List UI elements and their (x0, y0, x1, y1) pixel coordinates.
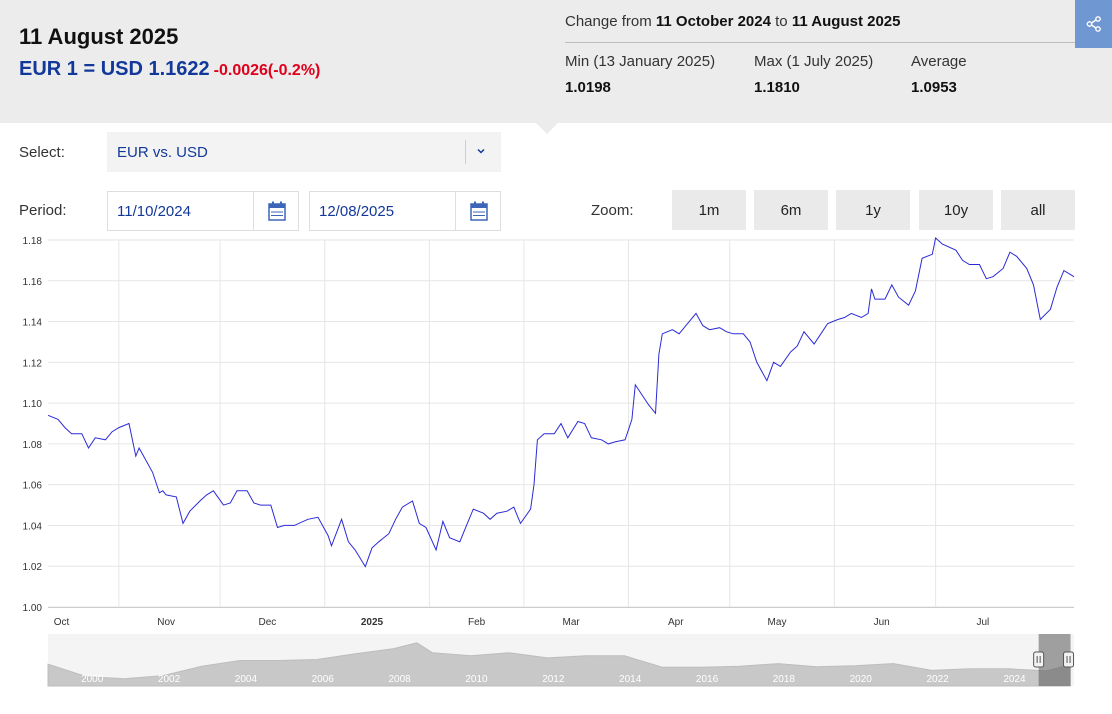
navigator-tick-label: 2008 (388, 674, 411, 685)
zoom-button-1m[interactable]: 1m (672, 190, 746, 230)
navigator-tick-label: 2018 (773, 674, 796, 685)
navigator-tick-label: 2024 (1003, 674, 1026, 685)
stat-average: Average 1.0953 (911, 53, 967, 96)
rate-value: EUR 1 = USD 1.1622 (19, 58, 210, 80)
zoom-button-6m[interactable]: 6m (754, 190, 828, 230)
chevron-down-icon[interactable] (475, 145, 487, 157)
y-tick-label: 1.16 (23, 277, 43, 288)
period-end-input[interactable]: 12/08/2025 (309, 191, 501, 231)
period-label: Period: (19, 202, 67, 219)
range-end: 11 August 2025 (791, 13, 901, 30)
x-tick-label: Dec (258, 617, 276, 628)
currency-pair-value: EUR vs. USD (117, 144, 208, 161)
navigator-tick-label: 2002 (158, 674, 181, 685)
rate-line: EUR 1 = USD 1.1622 -0.0026(-0.2%) (19, 58, 320, 81)
navigator-tick-label: 2006 (312, 674, 335, 685)
y-tick-label: 1.04 (23, 521, 43, 532)
y-tick-label: 1.06 (23, 481, 43, 492)
stat-min-value: 1.0198 (565, 79, 611, 96)
period-start-value: 11/10/2024 (117, 203, 191, 220)
range-mid: to (775, 13, 788, 30)
rate-line-series (47, 237, 1075, 568)
calendar-icon[interactable] (470, 201, 488, 221)
zoom-button-10y[interactable]: 10y (919, 190, 993, 230)
x-axis-ticks: Oct Nov Dec 2025 Feb Mar Apr May Jun Jul (54, 617, 990, 628)
x-tick-label: Nov (157, 617, 175, 628)
zoom-button-1y[interactable]: 1y (836, 190, 910, 230)
y-tick-label: 1.02 (23, 562, 43, 573)
summary-header: 11 August 2025 EUR 1 = USD 1.1622 -0.0026… (0, 0, 1112, 123)
y-axis-ticks: 1.00 1.02 1.04 1.06 1.08 1.10 1.12 1.14 1.16 1.18 (23, 236, 43, 614)
y-tick-label: 1.00 (23, 603, 43, 614)
x-tick-label: Jul (976, 617, 989, 628)
zoom-button-all[interactable]: all (1001, 190, 1075, 230)
stat-average-label: Average (911, 53, 967, 70)
x-tick-label: Jun (874, 617, 890, 628)
period-start-input[interactable]: 11/10/2024 (107, 191, 299, 231)
select-divider (465, 140, 466, 164)
range-summary: Change from 11 October 2024 to 11 August… (565, 13, 901, 30)
date-divider (455, 192, 456, 230)
range-start: 11 October 2024 (655, 13, 771, 30)
y-tick-label: 1.12 (23, 358, 43, 369)
navigator-tick-label: 2016 (696, 674, 719, 685)
y-tick-label: 1.18 (23, 236, 43, 247)
navigator-tick-label: 2010 (465, 674, 488, 685)
navigator-tick-label: 2014 (619, 674, 642, 685)
date-title: 11 August 2025 (19, 24, 179, 49)
x-tick-label: Mar (563, 617, 581, 628)
period-end-value: 12/08/2025 (319, 203, 395, 220)
rate-change: -0.0026(-0.2%) (213, 62, 321, 79)
date-divider (253, 192, 254, 230)
navigator-tick-label: 2020 (850, 674, 873, 685)
navigator-tick-label: 2022 (926, 674, 949, 685)
range-navigator: 2000 2002 2004 2006 2008 2010 2012 2014 2016 2018… (47, 634, 1075, 687)
stat-min-label: Min (13 January 2025) (565, 53, 716, 70)
stat-max: Max (1 July 2025) 1.1810 (754, 53, 873, 96)
y-tick-label: 1.10 (23, 399, 43, 410)
stat-min: Min (13 January 2025) 1.0198 (565, 53, 715, 96)
stat-max-value: 1.1810 (754, 79, 800, 96)
x-tick-label: Feb (468, 617, 486, 628)
x-tick-label: Apr (668, 617, 684, 628)
x-tick-label: Oct (54, 617, 70, 628)
calendar-icon[interactable] (268, 201, 286, 221)
navigator-tick-label: 2004 (235, 674, 258, 685)
navigator-tick-label: 2000 (81, 674, 104, 685)
navigator-series (47, 642, 1071, 687)
y-tick-label: 1.08 (23, 440, 43, 451)
share-icon (1086, 16, 1101, 32)
header-pointer (535, 122, 559, 134)
currency-pair-select[interactable]: EUR vs. USD (107, 132, 501, 172)
select-label: Select: (19, 144, 65, 161)
plot-grid (48, 239, 1074, 608)
share-button[interactable] (1075, 0, 1112, 48)
stat-average-value: 1.0953 (911, 79, 957, 96)
y-tick-label: 1.14 (23, 318, 43, 329)
x-tick-label: May (768, 617, 787, 628)
stat-max-label: Max (1 July 2025) (754, 53, 874, 70)
range-divider (565, 42, 1075, 43)
x-tick-label: 2025 (361, 617, 384, 628)
navigator-tick-label: 2012 (542, 674, 565, 685)
navigator-handle[interactable] (1063, 651, 1075, 668)
zoom-label: Zoom: (591, 202, 634, 219)
rate-series (47, 237, 1075, 568)
range-prefix: Change from (565, 13, 652, 30)
navigator-handle[interactable] (1033, 651, 1045, 668)
